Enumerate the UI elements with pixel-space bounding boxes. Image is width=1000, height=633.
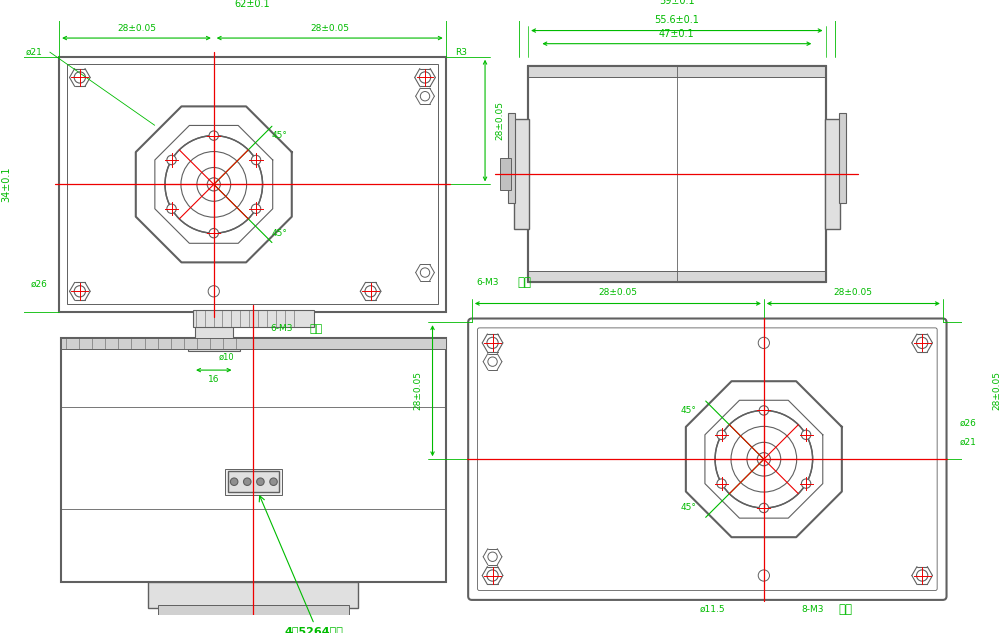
Circle shape bbox=[165, 135, 263, 233]
Text: 28±0.05: 28±0.05 bbox=[413, 371, 422, 410]
Bar bbox=[514, 119, 529, 229]
Text: 28±0.05: 28±0.05 bbox=[834, 288, 873, 297]
Bar bbox=[61, 338, 446, 582]
Text: 内牙: 内牙 bbox=[309, 324, 323, 334]
Circle shape bbox=[717, 430, 726, 439]
Text: 45°: 45° bbox=[680, 406, 696, 415]
Bar bbox=[825, 119, 840, 229]
FancyBboxPatch shape bbox=[468, 318, 947, 600]
Circle shape bbox=[167, 204, 176, 213]
Circle shape bbox=[270, 478, 277, 486]
Text: ø26: ø26 bbox=[960, 419, 977, 428]
Text: 62±0.1: 62±0.1 bbox=[235, 0, 270, 9]
Circle shape bbox=[257, 478, 264, 486]
Text: 34±0.1: 34±0.1 bbox=[2, 166, 12, 202]
Text: 8-M3: 8-M3 bbox=[801, 605, 824, 614]
Bar bbox=[528, 271, 826, 282]
Text: 47±0.1: 47±0.1 bbox=[659, 29, 695, 39]
Circle shape bbox=[758, 570, 769, 581]
Circle shape bbox=[208, 285, 219, 297]
Bar bbox=[158, 605, 349, 616]
Bar bbox=[188, 340, 240, 351]
Bar bbox=[228, 472, 279, 492]
Circle shape bbox=[759, 406, 769, 415]
Text: 16: 16 bbox=[208, 375, 220, 384]
Bar bbox=[225, 468, 282, 495]
Text: 内牙: 内牙 bbox=[517, 277, 531, 289]
Bar bbox=[61, 338, 446, 349]
Circle shape bbox=[715, 410, 813, 508]
Bar bbox=[195, 312, 233, 342]
Circle shape bbox=[759, 503, 769, 513]
Text: 28±0.05: 28±0.05 bbox=[598, 288, 637, 297]
Text: ø11.5: ø11.5 bbox=[699, 605, 725, 614]
Circle shape bbox=[801, 430, 811, 439]
Text: 45°: 45° bbox=[272, 131, 287, 140]
Bar bbox=[67, 65, 438, 304]
Circle shape bbox=[801, 479, 811, 488]
Bar bbox=[148, 582, 358, 608]
Text: ø21: ø21 bbox=[960, 438, 977, 447]
Text: 28±0.05: 28±0.05 bbox=[496, 101, 505, 140]
Text: 28±0.05: 28±0.05 bbox=[117, 24, 156, 33]
Text: 45°: 45° bbox=[680, 503, 696, 513]
Circle shape bbox=[758, 337, 769, 349]
Circle shape bbox=[251, 155, 261, 165]
Text: 59±0.1: 59±0.1 bbox=[659, 0, 695, 6]
Text: 内牙: 内牙 bbox=[839, 603, 853, 616]
Text: R3: R3 bbox=[455, 47, 467, 56]
Bar bbox=[508, 113, 515, 203]
Bar bbox=[193, 310, 314, 327]
Text: 28±0.05: 28±0.05 bbox=[993, 371, 1000, 410]
Circle shape bbox=[244, 478, 251, 486]
Bar bbox=[528, 66, 826, 77]
Bar bbox=[500, 158, 511, 191]
Circle shape bbox=[230, 478, 238, 486]
Text: ø10: ø10 bbox=[218, 353, 234, 361]
Text: 4拼5264端子: 4拼5264端子 bbox=[285, 626, 344, 633]
Bar bbox=[528, 66, 826, 282]
Text: 28±0.05: 28±0.05 bbox=[310, 24, 349, 33]
Text: 55.6±0.1: 55.6±0.1 bbox=[654, 15, 699, 25]
Text: ø26: ø26 bbox=[31, 279, 48, 288]
Circle shape bbox=[209, 131, 218, 141]
Circle shape bbox=[717, 479, 726, 488]
Circle shape bbox=[167, 155, 176, 165]
Circle shape bbox=[209, 229, 218, 238]
Bar bbox=[59, 57, 446, 312]
Text: 6-M3: 6-M3 bbox=[477, 279, 499, 287]
Circle shape bbox=[251, 204, 261, 213]
Bar bbox=[839, 113, 846, 203]
Text: ø21: ø21 bbox=[25, 47, 42, 56]
Text: 45°: 45° bbox=[272, 229, 287, 237]
Text: 6-M3: 6-M3 bbox=[270, 324, 293, 334]
